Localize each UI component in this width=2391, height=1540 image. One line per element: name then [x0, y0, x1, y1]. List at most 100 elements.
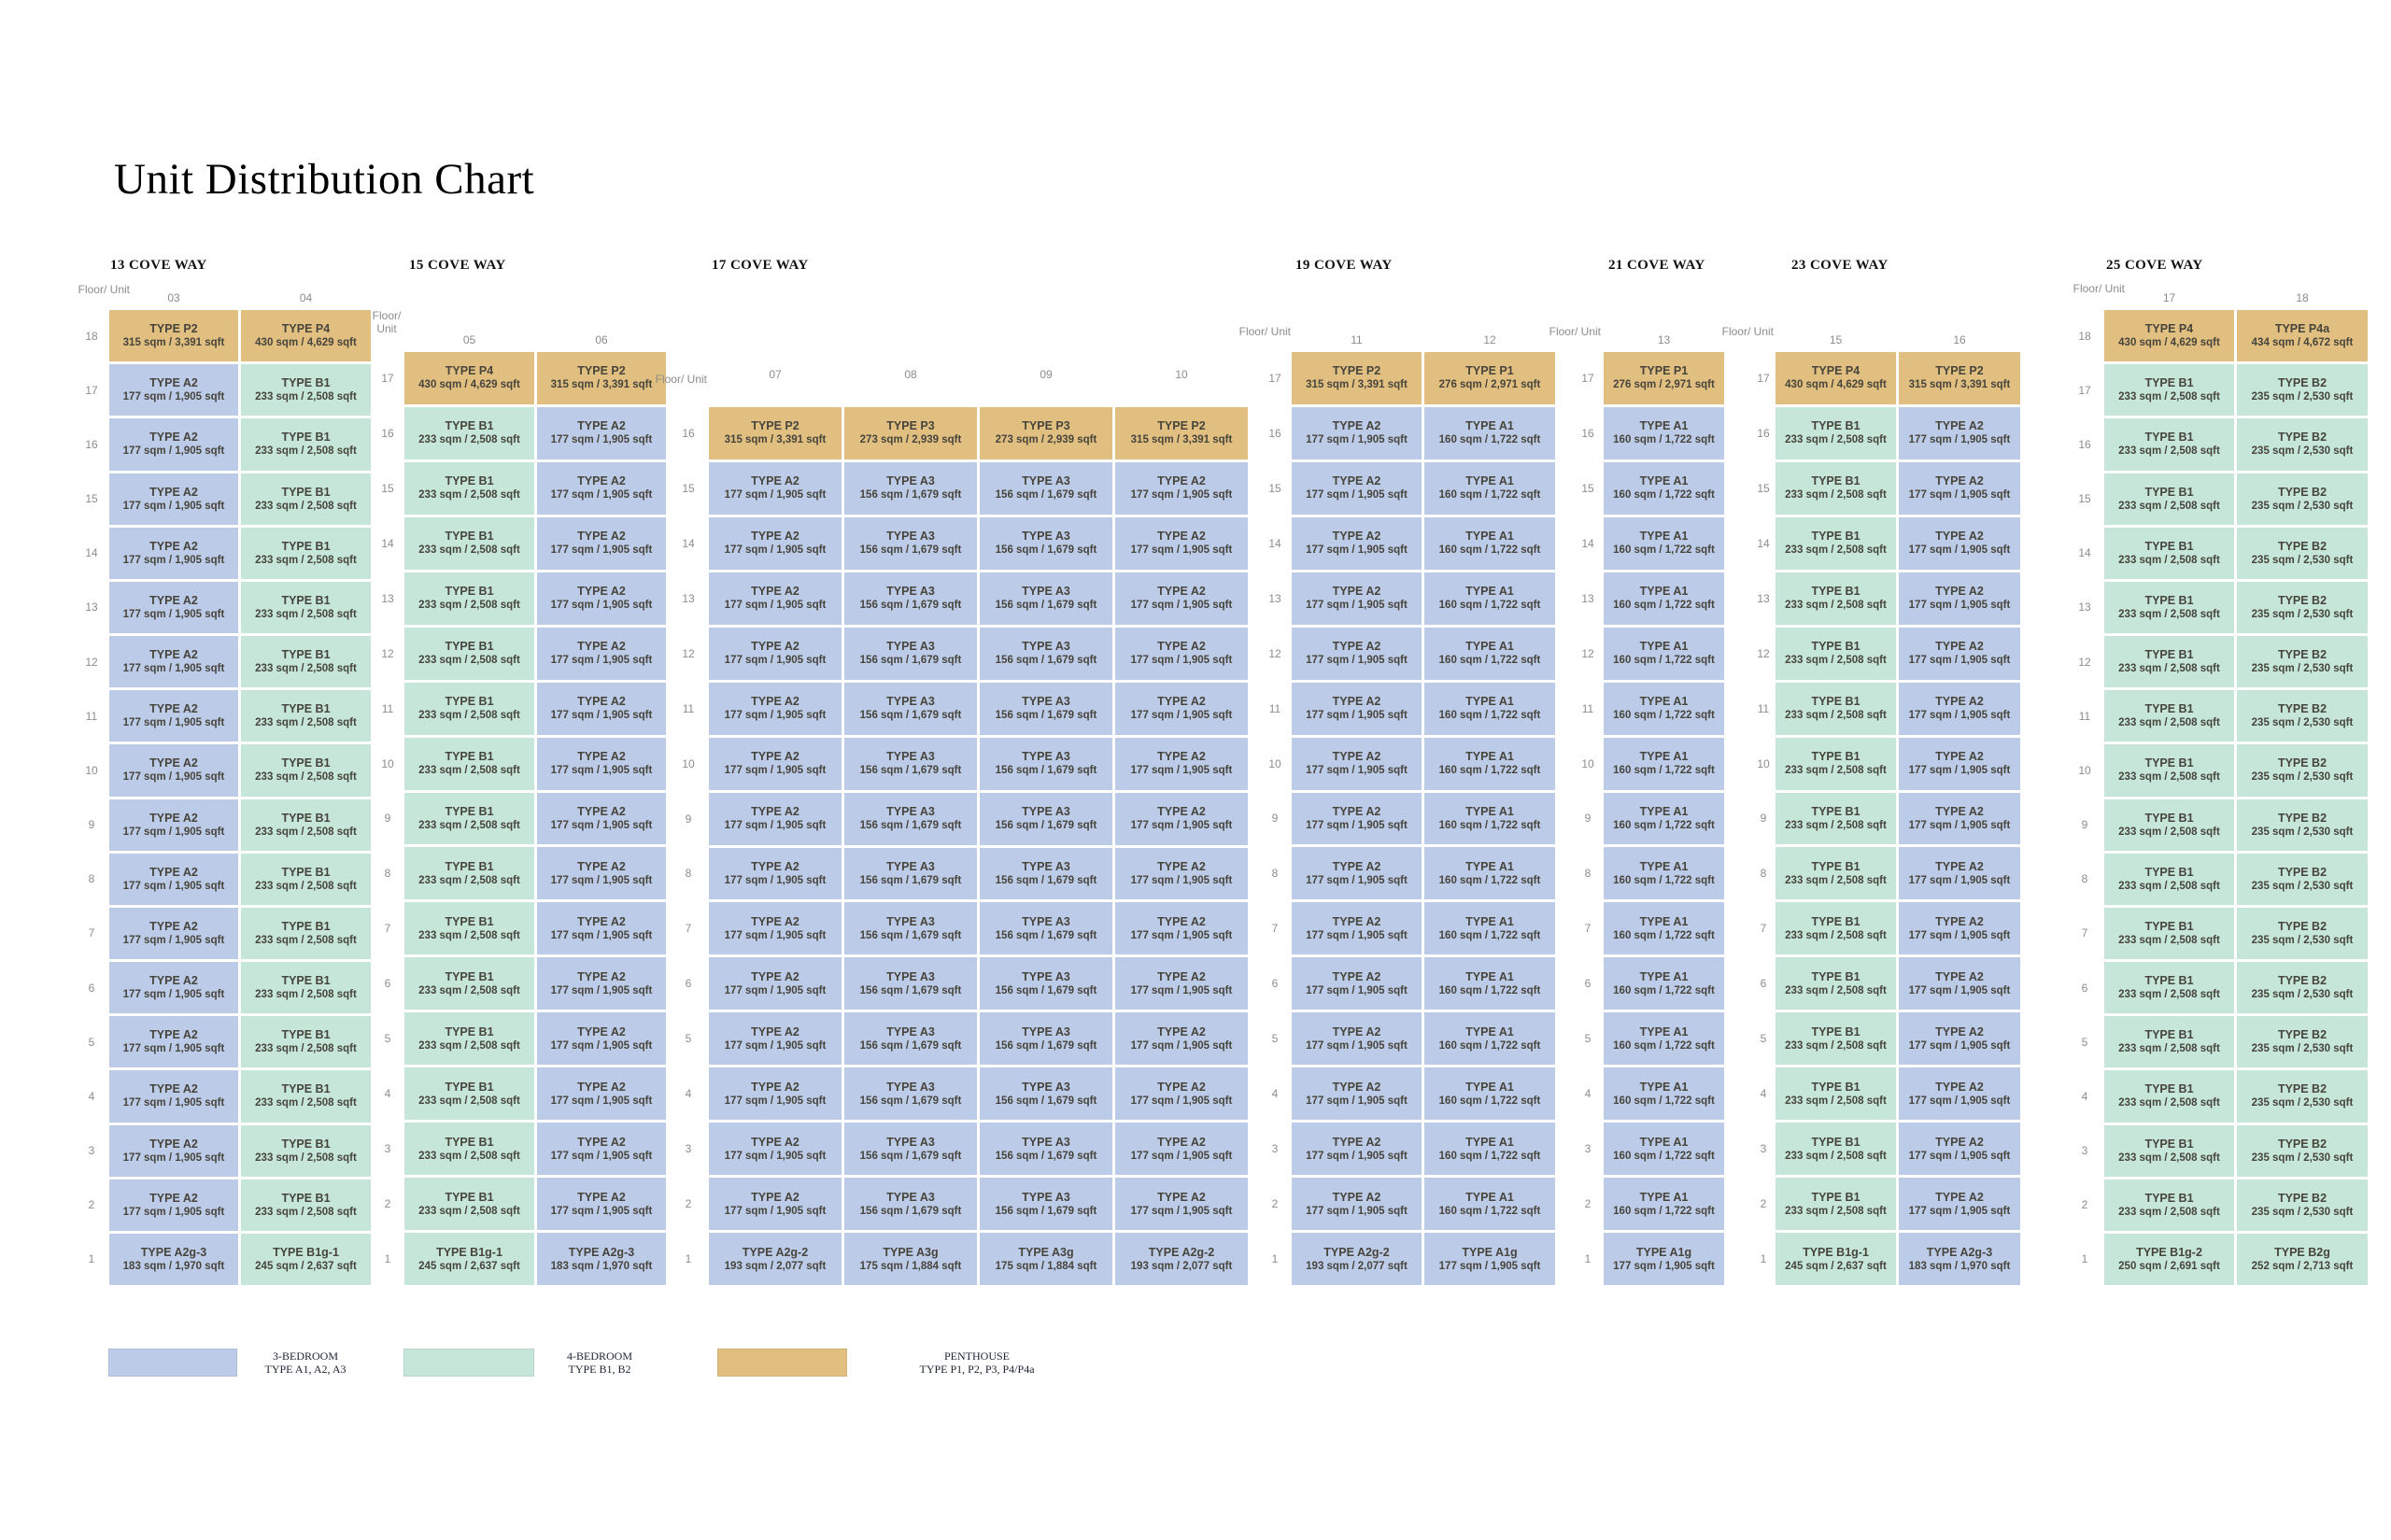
- unit-size-label: 233 sqm / 2,508 sqft: [2118, 445, 2220, 458]
- unit-type-label: TYPE A2: [1935, 914, 1984, 928]
- unit-cell: TYPE B1 233 sqm / 2,508 sqft: [2104, 1016, 2234, 1068]
- unit-cell: TYPE B2 235 sqm / 2,530 sqft: [2237, 1016, 2368, 1068]
- unit-type-label: TYPE A2: [1332, 750, 1381, 764]
- legend-label-line1: 4-BEDROOM: [566, 1349, 633, 1363]
- unit-type-label: TYPE B1: [281, 702, 331, 716]
- unit-size-label: 160 sqm / 1,722 sqft: [1438, 655, 1541, 667]
- unit-cell: TYPE A2 177 sqm / 1,905 sqft: [109, 364, 238, 417]
- floor-number: 2: [88, 1198, 95, 1212]
- unit-cell: TYPE B1 233 sqm / 2,508 sqft: [404, 516, 534, 570]
- floor-number: 17: [1581, 371, 1594, 385]
- unit-type-label: TYPE A3: [886, 695, 935, 709]
- unit-type-label: TYPE A2: [1157, 914, 1206, 928]
- unit-number: 05: [462, 333, 476, 346]
- unit-cell: TYPE A2 177 sqm / 1,905 sqft: [537, 957, 666, 1010]
- unit-type-label: TYPE B2: [2277, 1137, 2327, 1151]
- floor-number: 11: [85, 709, 98, 723]
- unit-size-label: 160 sqm / 1,722 sqft: [1613, 1039, 1715, 1052]
- unit-type-label: TYPE A2: [1157, 750, 1206, 764]
- unit-size-label: 160 sqm / 1,722 sqft: [1438, 1150, 1541, 1162]
- unit-size-label: 156 sqm / 1,679 sqft: [995, 1095, 1097, 1107]
- unit-size-label: 160 sqm / 1,722 sqft: [1438, 710, 1541, 722]
- floor-unit-label: Floor/ Unit: [655, 373, 707, 386]
- unit-cell: TYPE A2 177 sqm / 1,905 sqft: [1292, 737, 1422, 790]
- unit-cell: TYPE B1 233 sqm / 2,508 sqft: [241, 364, 371, 417]
- unit-type-label: TYPE A2: [751, 1135, 799, 1149]
- unit-type-label: TYPE A3: [886, 859, 935, 873]
- unit-cell: TYPE A2 177 sqm / 1,905 sqft: [1292, 1178, 1422, 1231]
- unit-type-label: TYPE B1: [2144, 756, 2194, 770]
- floor-number: 2: [1584, 1197, 1592, 1211]
- unit-number: 10: [1175, 368, 1188, 381]
- unit-cell: TYPE B1 233 sqm / 2,508 sqft: [2104, 418, 2234, 471]
- unit-size-label: 160 sqm / 1,722 sqft: [1438, 874, 1541, 886]
- unit-cell: TYPE A2 177 sqm / 1,905 sqft: [537, 406, 666, 459]
- unit-type-label: TYPE B2g: [2274, 1245, 2330, 1259]
- unit-cell: TYPE P4a 434 sqm / 4,672 sqft: [2237, 310, 2368, 362]
- unit-type-label: TYPE A3: [886, 805, 935, 819]
- floor-number: 11: [1268, 701, 1281, 715]
- unit-type-label: TYPE B1: [2144, 648, 2194, 662]
- unit-size-label: 160 sqm / 1,722 sqft: [1613, 489, 1715, 502]
- unit-type-label: TYPE A2: [751, 530, 799, 544]
- unit-size-label: 177 sqm / 1,905 sqft: [550, 874, 653, 886]
- unit-type-label: TYPE B2: [2277, 539, 2327, 553]
- unit-cell: TYPE B1 233 sqm / 2,508 sqft: [404, 737, 534, 790]
- unit-cell: TYPE A3g 175 sqm / 1,884 sqft: [844, 1233, 977, 1285]
- unit-cell: TYPE B2 235 sqm / 2,530 sqft: [2237, 527, 2368, 579]
- unit-cell: TYPE B1 233 sqm / 2,508 sqft: [1776, 1012, 1896, 1066]
- unit-cell: TYPE B1 233 sqm / 2,508 sqft: [241, 581, 371, 633]
- unit-cell: TYPE A2 177 sqm / 1,905 sqft: [1292, 572, 1422, 625]
- unit-size-label: 430 sqm / 4,629 sqft: [255, 337, 357, 349]
- unit-type-label: TYPE P4: [445, 364, 494, 378]
- unit-grid: TYPE P2 315 sqm / 3,391 sqft TYPE P1 276 sq…: [1292, 352, 1555, 1285]
- floor-number: 9: [1271, 812, 1279, 826]
- unit-cell: TYPE B1 233 sqm / 2,508 sqft: [1776, 1178, 1896, 1231]
- unit-type-label: TYPE A2: [1157, 695, 1206, 709]
- floor-number: 4: [88, 1089, 95, 1103]
- unit-size-label: 315 sqm / 3,391 sqft: [1130, 434, 1233, 446]
- unit-size-label: 177 sqm / 1,905 sqft: [550, 544, 653, 557]
- unit-type-label: TYPE A2: [149, 539, 198, 553]
- unit-size-label: 233 sqm / 2,508 sqft: [1785, 765, 1887, 777]
- floor-number: 4: [384, 1087, 391, 1101]
- unit-type-label: TYPE A2: [577, 1080, 626, 1094]
- unit-cell: TYPE A2 177 sqm / 1,905 sqft: [1899, 902, 2020, 955]
- unit-cell: TYPE P2 315 sqm / 3,391 sqft: [1115, 407, 1248, 459]
- unit-type-label: TYPE A2: [1332, 914, 1381, 928]
- unit-type-label: TYPE A2: [1332, 640, 1381, 654]
- unit-number: 04: [299, 291, 313, 304]
- unit-type-label: TYPE A1: [1639, 695, 1689, 709]
- unit-grid: TYPE P1 276 sqm / 2,971 sqft TYPE A1 160 sq…: [1604, 352, 1724, 1285]
- unit-type-label: TYPE A2: [577, 695, 626, 709]
- unit-cell: TYPE B1 233 sqm / 2,508 sqft: [404, 1178, 534, 1231]
- unit-size-label: 160 sqm / 1,722 sqft: [1438, 984, 1541, 996]
- unit-type-label: TYPE A3: [1022, 805, 1070, 819]
- unit-type-label: TYPE A2: [1332, 419, 1381, 433]
- unit-type-label: TYPE B1: [445, 695, 494, 709]
- floor-number: 9: [384, 812, 391, 826]
- unit-type-label: TYPE B1: [2144, 593, 2194, 607]
- unit-size-label: 177 sqm / 1,905 sqft: [1908, 819, 2011, 831]
- unit-size-label: 177 sqm / 1,905 sqft: [550, 434, 653, 446]
- unit-cell: TYPE A2 177 sqm / 1,905 sqft: [1899, 957, 2020, 1010]
- unit-size-label: 233 sqm / 2,508 sqft: [418, 1150, 520, 1162]
- unit-cell: TYPE B1 233 sqm / 2,508 sqft: [1776, 461, 1896, 515]
- floor-number: 14: [1581, 536, 1594, 550]
- unit-cell: TYPE B1 233 sqm / 2,508 sqft: [404, 406, 534, 459]
- unit-size-label: 177 sqm / 1,905 sqft: [724, 1150, 827, 1162]
- unit-type-label: TYPE A2: [577, 1024, 626, 1038]
- unit-size-label: 177 sqm / 1,905 sqft: [1306, 600, 1408, 612]
- unit-size-label: 177 sqm / 1,905 sqft: [724, 489, 827, 502]
- unit-cell: TYPE A2 177 sqm / 1,905 sqft: [1115, 682, 1248, 735]
- unit-cell: TYPE A2 177 sqm / 1,905 sqft: [1899, 572, 2020, 625]
- unit-size-label: 233 sqm / 2,508 sqft: [1785, 929, 1887, 941]
- unit-type-label: TYPE A2: [751, 640, 799, 654]
- unit-size-label: 233 sqm / 2,508 sqft: [255, 1097, 357, 1109]
- unit-cell: TYPE A1 160 sqm / 1,722 sqft: [1604, 902, 1724, 955]
- unit-size-label: 233 sqm / 2,508 sqft: [2118, 663, 2220, 675]
- legend-label-line1: 3-BEDROOM: [272, 1349, 339, 1363]
- unit-type-label: TYPE A3g: [883, 1245, 939, 1259]
- unit-cell: TYPE A3 156 sqm / 1,679 sqft: [980, 902, 1112, 955]
- floor-number: 7: [1271, 922, 1279, 936]
